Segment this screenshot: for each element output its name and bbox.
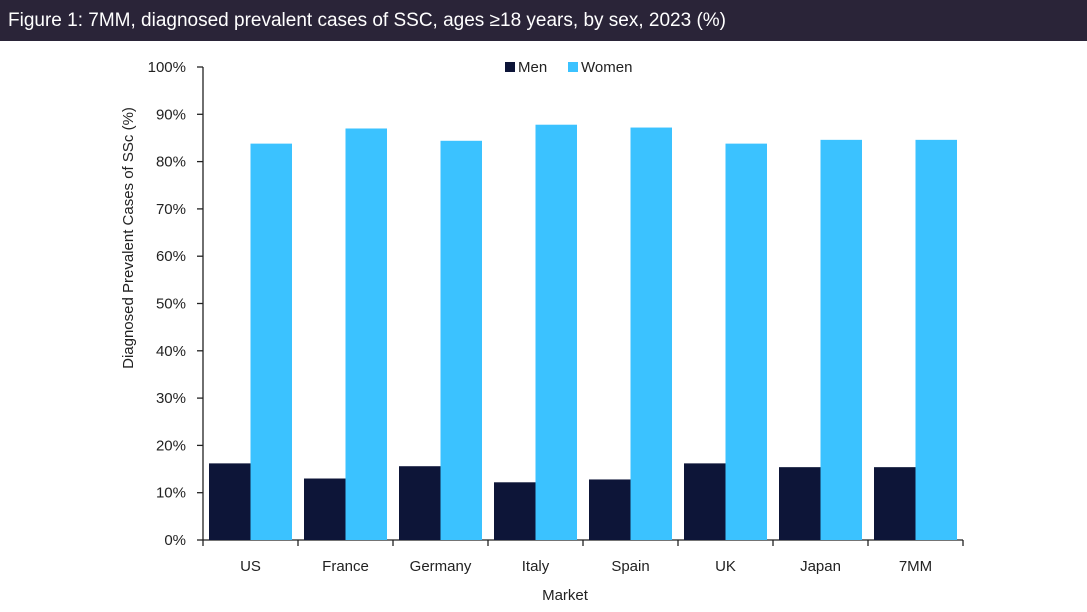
y-axis-label: Diagnosed Prevalent Cases of SSc (%) xyxy=(120,107,137,369)
bar-women-spain xyxy=(630,127,672,540)
bar-men-spain xyxy=(589,479,631,540)
x-tick-label: UK xyxy=(715,558,736,575)
bar-chart: 0% 10% 20% 30% 40% 50% 60% 70% 80% 90% 100% US Fran… xyxy=(120,59,964,604)
x-tick-label: Spain xyxy=(611,558,649,575)
legend-swatch-women xyxy=(568,62,578,72)
y-tick-label: 90% xyxy=(156,106,186,123)
bar-men-us xyxy=(209,463,251,540)
bar-women-italy xyxy=(535,124,577,541)
y-tick-label: 20% xyxy=(156,437,186,454)
bar-women-7mm xyxy=(915,139,957,540)
y-tick-label: 30% xyxy=(156,390,186,407)
bar-men-japan xyxy=(779,467,821,540)
bar-men-france xyxy=(304,478,346,540)
y-tick-label: 70% xyxy=(156,201,186,218)
x-axis: US France Germany Italy Spain UK Japan 7MM xyxy=(202,539,964,575)
bar-men-uk xyxy=(684,463,726,540)
bar-women-germany xyxy=(440,140,482,540)
bar-women-france xyxy=(345,128,387,540)
legend-label-women: Women xyxy=(581,59,632,76)
bar-men-germany xyxy=(399,466,441,540)
bar-men-7mm xyxy=(874,467,916,540)
x-tick-label: France xyxy=(322,558,369,575)
y-tick-label: 60% xyxy=(156,248,186,265)
x-tick-label: Japan xyxy=(800,558,841,575)
legend-label-men: Men xyxy=(518,59,547,76)
legend: Men Women xyxy=(505,59,632,76)
bars xyxy=(209,124,957,541)
y-tick-label: 10% xyxy=(156,485,186,502)
y-tick-label: 100% xyxy=(148,59,186,76)
x-tick-label: US xyxy=(240,558,261,575)
bar-women-us xyxy=(250,143,292,540)
y-tick-label: 40% xyxy=(156,343,186,360)
bar-men-italy xyxy=(494,482,536,540)
y-tick-label: 80% xyxy=(156,154,186,171)
legend-swatch-men xyxy=(505,62,515,72)
y-axis: 0% 10% 20% 30% 40% 50% 60% 70% 80% 90% 100% xyxy=(148,59,204,549)
x-tick-label: Germany xyxy=(410,558,472,575)
x-tick-label: 7MM xyxy=(899,558,932,575)
y-tick-label: 0% xyxy=(164,532,186,549)
x-axis-label: Market xyxy=(542,587,589,604)
bar-women-uk xyxy=(725,143,767,540)
figure-title: Figure 1: 7MM, diagnosed prevalent cases… xyxy=(0,0,1087,41)
bar-women-japan xyxy=(820,139,862,540)
y-tick-label: 50% xyxy=(156,296,186,313)
x-tick-label: Italy xyxy=(522,558,550,575)
